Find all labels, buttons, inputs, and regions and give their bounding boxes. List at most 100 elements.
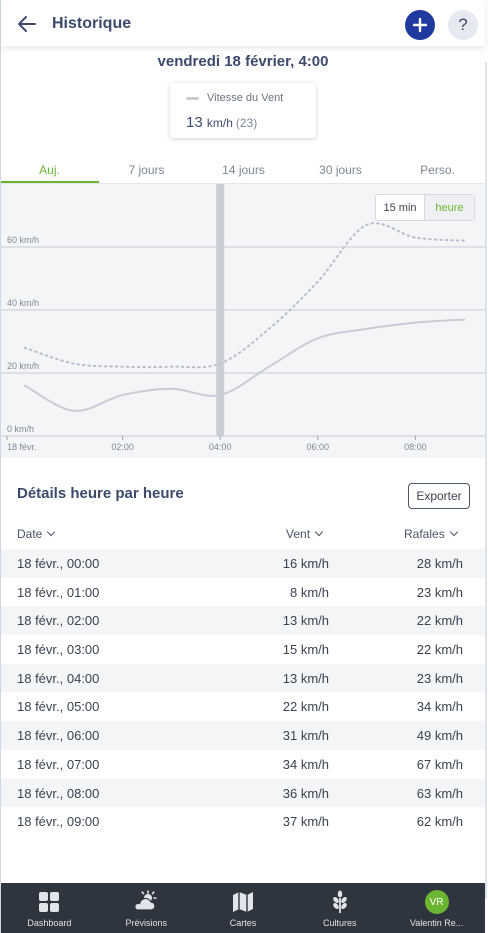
back-arrow-icon[interactable] [15,12,39,36]
crop-icon [327,890,353,914]
table-row: 18 févr., 02:00 13 km/h 22 km/h [1,606,485,636]
active-tab-indicator [1,181,99,183]
table-row: 18 févr., 01:00 8 km/h 23 km/h [1,578,485,607]
y-tick-label: 0 km/h [7,424,34,434]
tooltip-series-name: Vitesse du Vent [207,92,284,104]
nav-label: Valentin Re... [409,918,464,928]
x-tick-label: 08:00 [404,442,427,452]
avatar: VR [424,890,449,914]
bottom-nav: Dashboard Prévisions Cartes [1,883,485,933]
x-tick-label: 02:00 [111,442,134,452]
nav-forecasts[interactable]: Prévisions [98,883,195,933]
row-date: 18 févr., 06:00 [17,728,100,744]
row-date: 18 févr., 08:00 [17,785,100,801]
granularity-toggle: 15 min heure [375,194,475,221]
tooltip-speed: 13 [186,114,203,131]
y-tick-label: 20 km/h [7,361,39,371]
dashboard-icon [36,890,62,914]
table-row: 18 févr., 03:00 15 km/h 22 km/h [1,635,485,664]
export-button[interactable]: Exporter [408,483,470,509]
wind-gust-line [24,222,466,369]
period-tabs: Auj. 7 jours 14 jours 30 jours Perso. [1,158,485,184]
chevron-down-icon [47,527,56,537]
column-wind-label: Vent [286,527,311,541]
row-date: 18 févr., 00:00 [17,556,100,571]
nav-crops[interactable]: Cultures [291,883,388,933]
nav-label: Cartes [229,918,257,928]
wind-chart[interactable]: 0 km/h 20 km/h 40 km/h 60 km/h 18 févr. 02:00… [1,184,485,458]
toggle-15-min[interactable]: 15 min [383,201,417,214]
weather-icon [133,890,159,914]
chevron-down-icon [314,527,324,537]
table-row: 18 févr., 06:00 31 km/h 49 km/h [1,721,485,750]
page-title: Historique [52,15,132,32]
row-date: 18 févr., 09:00 [17,814,100,830]
row-wind: 15 km/h [282,642,329,658]
table-row: 18 févr., 07:00 34 km/h 67 km/h [1,750,485,779]
nav-label: Cultures [323,918,357,928]
wind-speed-line [24,318,466,412]
add-button[interactable] [405,10,435,40]
row-gust: 22 km/h [416,642,463,658]
help-button[interactable]: ? [448,10,478,40]
column-gust-header[interactable]: Rafales [404,527,458,541]
row-date: 18 févr., 07:00 [17,756,100,772]
row-wind: 13 km/h [282,613,329,629]
tab-custom[interactable]: Perso. [420,163,455,177]
tooltip-value: 13 km/h (23) [186,114,257,131]
tab-7-days[interactable]: 7 jours [128,163,165,177]
header: Historique ? [1,0,485,46]
series-swatch [186,97,199,100]
tab-today[interactable]: Auj. [39,163,60,177]
row-gust: 22 km/h [416,613,463,629]
row-wind: 16 km/h [282,556,329,571]
chevron-down-icon [449,527,458,537]
nav-dashboard[interactable]: Dashboard [1,883,98,933]
row-wind: 8 km/h [289,584,329,600]
table-row: 18 févr., 08:00 36 km/h 63 km/h [1,778,485,808]
nav-maps[interactable]: Cartes [195,883,292,933]
tab-14-days[interactable]: 14 jours [222,163,265,177]
table-row: 18 févr., 04:00 13 km/h 23 km/h [1,663,485,693]
nav-label: Dashboard [27,918,72,928]
hourly-table: 18 févr., 00:00 16 km/h 28 km/h 18 févr., 0… [1,549,485,836]
table-header: Date Vent Rafales [1,525,485,547]
row-wind: 22 km/h [282,699,329,715]
row-date: 18 févr., 05:00 [17,699,100,715]
row-gust: 49 km/h [416,728,463,744]
column-date-label: Date [17,527,43,541]
nav-label: Prévisions [125,918,167,928]
row-wind: 37 km/h [282,814,329,830]
row-gust: 23 km/h [416,584,463,600]
scrollbar[interactable] [485,62,487,898]
tab-30-days[interactable]: 30 jours [319,163,362,177]
row-gust: 23 km/h [416,670,463,686]
y-tick-label: 60 km/h [7,235,39,245]
table-row: 18 févr., 09:00 37 km/h 62 km/h [1,807,485,836]
row-gust: 63 km/h [416,785,463,801]
selected-date-title: vendredi 18 février, 4:00 [157,53,329,70]
map-icon [230,890,256,914]
column-wind-header[interactable]: Vent [286,527,324,541]
column-date-header[interactable]: Date [17,527,56,541]
details-title: Détails heure par heure [17,485,184,502]
nav-profile[interactable]: VR Valentin Re... [388,883,485,933]
x-tick-label: 18 févr. [7,442,37,452]
row-wind: 36 km/h [282,785,329,801]
wind-chart-svg: 0 km/h 20 km/h 40 km/h 60 km/h 18 févr. 02:00… [1,184,485,452]
row-gust: 34 km/h [416,699,463,715]
table-row: 18 févr., 05:00 22 km/h 34 km/h [1,692,485,721]
x-tick-label: 06:00 [307,442,330,452]
row-date: 18 févr., 02:00 [17,613,100,629]
row-wind: 34 km/h [282,756,329,772]
row-wind: 31 km/h [282,728,329,744]
row-wind: 13 km/h [282,670,329,686]
row-date: 18 févr., 03:00 [17,642,100,658]
column-gust-label: Rafales [404,527,445,541]
selected-hour-marker [216,184,225,436]
tooltip-gust: (23) [235,116,258,130]
row-gust: 62 km/h [416,814,463,830]
toggle-hour[interactable]: heure [424,195,474,220]
row-gust: 28 km/h [416,556,463,571]
